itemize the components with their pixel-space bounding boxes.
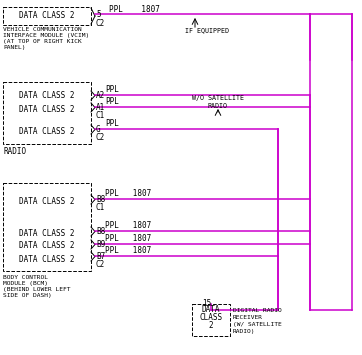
Text: DATA CLASS 2: DATA CLASS 2 [19, 105, 75, 115]
Text: B8: B8 [96, 227, 105, 236]
Text: BODY CONTROL: BODY CONTROL [3, 275, 48, 280]
Text: B8: B8 [96, 195, 105, 204]
Text: INTERFACE MODULE (VCIM): INTERFACE MODULE (VCIM) [3, 33, 89, 38]
Text: DATA CLASS 2: DATA CLASS 2 [19, 255, 75, 263]
Text: DATA CLASS 2: DATA CLASS 2 [19, 92, 75, 100]
Text: PPL   1807: PPL 1807 [105, 221, 151, 230]
Text: DATA CLASS 2: DATA CLASS 2 [19, 229, 75, 237]
Text: W/O SATELLITE: W/O SATELLITE [192, 95, 244, 101]
Text: (W/ SATELLITE: (W/ SATELLITE [233, 322, 282, 327]
Text: PPL: PPL [105, 119, 119, 128]
Text: CLASS: CLASS [199, 313, 223, 322]
Text: PPL    1807: PPL 1807 [109, 5, 160, 14]
Text: PPL: PPL [105, 97, 119, 106]
Text: MODULE (BCM): MODULE (BCM) [3, 281, 48, 286]
Text: IF EQUIPPED: IF EQUIPPED [185, 27, 229, 33]
Text: RADIO: RADIO [3, 147, 26, 156]
Text: C2: C2 [96, 19, 105, 28]
Text: VEHICLE COMMUNICATION: VEHICLE COMMUNICATION [3, 27, 82, 32]
Text: B7: B7 [96, 252, 105, 261]
Text: (AT TOP OF RIGHT KICK: (AT TOP OF RIGHT KICK [3, 39, 82, 44]
Text: DIGITAL RADIO: DIGITAL RADIO [233, 308, 282, 313]
Text: DATA CLASS 2: DATA CLASS 2 [19, 241, 75, 251]
Text: 5: 5 [96, 10, 101, 19]
Text: DATA CLASS 2: DATA CLASS 2 [19, 127, 75, 137]
Text: 15: 15 [202, 299, 211, 308]
Text: B9: B9 [96, 240, 105, 249]
Text: G: G [96, 125, 101, 134]
Text: C1: C1 [96, 111, 105, 120]
Bar [192, 304, 230, 336]
Text: DATA CLASS 2: DATA CLASS 2 [19, 11, 75, 21]
Text: A1: A1 [96, 103, 105, 112]
Text: DATA CLASS 2: DATA CLASS 2 [19, 197, 75, 206]
Text: (BEHIND LOWER LEFT: (BEHIND LOWER LEFT [3, 287, 71, 292]
Text: PPL   1807: PPL 1807 [105, 234, 151, 243]
Text: 2: 2 [209, 321, 213, 330]
Text: PPL: PPL [105, 85, 119, 94]
Bar [3, 183, 91, 271]
Text: C2: C2 [96, 133, 105, 142]
Text: SIDE OF DASH): SIDE OF DASH) [3, 293, 52, 298]
Text: RADIO): RADIO) [233, 329, 256, 334]
Text: RECEIVER: RECEIVER [233, 315, 263, 320]
Bar [3, 82, 91, 144]
Bar [3, 7, 91, 25]
Text: A2: A2 [96, 91, 105, 100]
Text: RADIO: RADIO [208, 103, 228, 109]
Text: PPL   1807: PPL 1807 [105, 189, 151, 198]
Text: PPL   1807: PPL 1807 [105, 246, 151, 255]
Text: DATA: DATA [202, 305, 220, 314]
Text: C2: C2 [96, 260, 105, 269]
Text: C1: C1 [96, 203, 105, 212]
Text: PANEL): PANEL) [3, 45, 25, 50]
